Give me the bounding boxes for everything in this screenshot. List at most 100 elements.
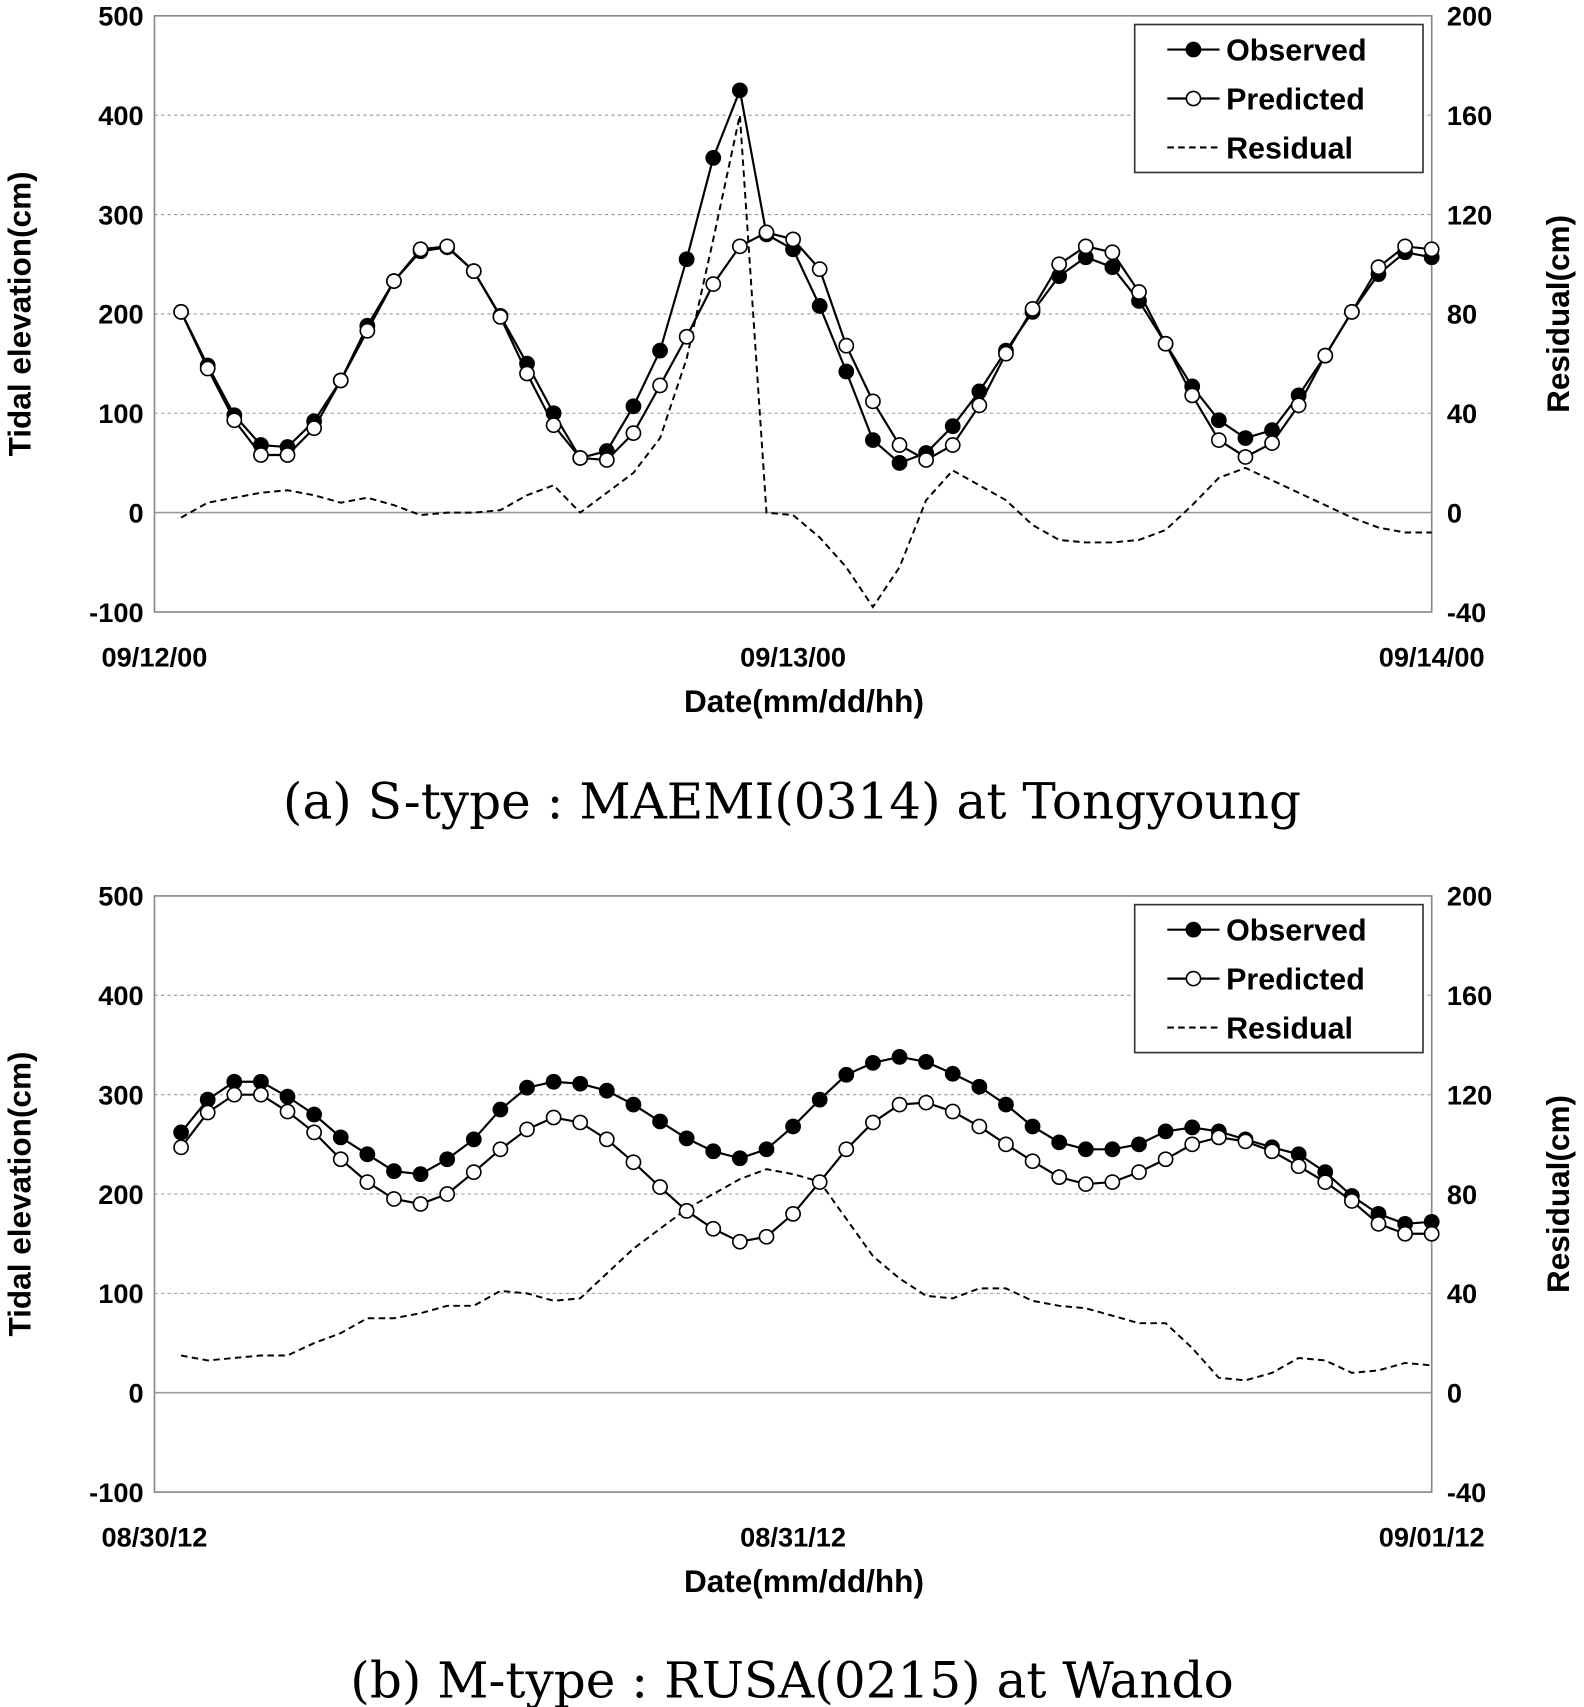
data-point-predicted (891, 1096, 908, 1113)
legend-label: Predicted (1226, 962, 1365, 996)
y2-tick-label: 80 (1447, 299, 1477, 330)
data-point-predicted (705, 276, 722, 292)
data-point-predicted (838, 337, 855, 354)
data-point-predicted (1157, 335, 1174, 352)
y-tick-label: 300 (98, 199, 143, 230)
data-point-predicted (1290, 1158, 1307, 1175)
data-point-observed (785, 1118, 801, 1135)
data-point-predicted (1104, 244, 1121, 261)
data-point-observed (439, 1151, 456, 1168)
data-point-predicted (412, 241, 429, 258)
data-point-observed (811, 1091, 828, 1108)
data-point-observed (971, 1078, 988, 1095)
legend: Observed Predicted Residual (1133, 903, 1424, 1054)
legend-label: Residual (1226, 1011, 1353, 1045)
y-tick-label: 500 (98, 881, 143, 912)
data-point-observed (731, 82, 748, 99)
data-point-predicted (465, 1164, 482, 1181)
data-point-predicted (1184, 1136, 1201, 1153)
data-point-predicted (625, 1154, 642, 1171)
data-point-observed (625, 1096, 642, 1113)
data-point-predicted (891, 437, 908, 453)
data-point-observed (1051, 1134, 1068, 1151)
data-point-observed (1184, 1119, 1201, 1136)
series-line-predicted (180, 1093, 1432, 1243)
caption-a: (a) S-type : MAEMI(0314) at Tongyoung (283, 773, 1301, 831)
y-axis-label: Tidal elevation(cm) (1, 171, 37, 456)
y2-tick-label: 200 (1447, 881, 1492, 912)
y2-tick-label: -40 (1447, 597, 1486, 628)
data-point-predicted (811, 1174, 828, 1190)
data-point-predicted (731, 238, 748, 255)
data-point-predicted (1237, 1133, 1254, 1150)
data-point-observed (519, 1079, 535, 1096)
y-tick-label: -100 (89, 1477, 143, 1508)
data-point-predicted (1264, 435, 1280, 451)
data-point-predicted (173, 1139, 189, 1156)
data-point-observed (173, 1124, 189, 1141)
y-axis-label: Tidal elevation(cm) (1, 1052, 37, 1337)
legend-marker (1185, 970, 1202, 987)
data-point-predicted (173, 304, 189, 320)
data-point-observed (1104, 259, 1121, 276)
data-point-predicted (785, 231, 801, 248)
legend-label: Observed (1226, 914, 1367, 948)
data-point-predicted (918, 1094, 935, 1111)
x-axis-label: Date(mm/dd/hh) (684, 683, 924, 719)
data-point-predicted (359, 322, 376, 339)
data-point-observed (1210, 412, 1227, 429)
data-point-observed (253, 1073, 269, 1090)
data-point-predicted (572, 1114, 589, 1131)
data-point-predicted (1024, 1153, 1041, 1170)
data-point-observed (545, 1073, 562, 1090)
data-point-predicted (1423, 241, 1440, 258)
data-point-predicted (412, 1196, 429, 1212)
data-point-predicted (279, 1103, 296, 1120)
data-point-observed (1131, 1136, 1147, 1153)
data-point-predicted (359, 1174, 376, 1190)
data-point-predicted (1343, 304, 1360, 320)
y2-tick-label: 0 (1447, 1378, 1462, 1409)
data-point-predicted (998, 345, 1014, 362)
data-point-observed (838, 363, 855, 380)
data-point-observed (731, 1150, 748, 1167)
data-point-observed (1237, 430, 1254, 446)
data-point-predicted (731, 1233, 748, 1250)
data-point-observed (359, 1146, 376, 1163)
data-point-predicted (1397, 1225, 1413, 1242)
data-point-predicted (492, 1141, 509, 1158)
y2-axis-label: Residual(cm) (1540, 215, 1576, 413)
x-tick-label: 09/01/12 (1379, 1522, 1485, 1553)
data-point-observed (918, 1053, 935, 1070)
series-line-residual (180, 114, 1432, 609)
data-point-predicted (306, 1124, 323, 1141)
y-tick-label: 400 (98, 980, 143, 1011)
y2-tick-label: 40 (1447, 398, 1477, 429)
data-point-predicted (545, 1109, 562, 1126)
y-tick-label: 100 (98, 398, 143, 429)
data-point-predicted (598, 1131, 615, 1148)
data-point-observed (1077, 1141, 1094, 1158)
data-point-predicted (1317, 347, 1334, 364)
y2-tick-label: 160 (1447, 980, 1492, 1011)
x-tick-label: 09/14/00 (1379, 641, 1485, 672)
data-point-observed (412, 1166, 429, 1183)
data-point-observed (865, 1054, 881, 1071)
data-point-predicted (971, 397, 988, 414)
data-point-predicted (1317, 1174, 1334, 1190)
data-point-predicted (1210, 432, 1227, 448)
data-point-observed (678, 251, 695, 268)
plot-area (153, 14, 1433, 613)
data-point-predicted (811, 261, 828, 278)
data-point-predicted (944, 1103, 961, 1120)
y2-axis-label: Residual(cm) (1540, 1095, 1576, 1293)
data-point-predicted (306, 420, 323, 437)
data-point-predicted (1131, 284, 1147, 300)
data-point-observed (678, 1130, 695, 1147)
data-point-predicted (758, 1228, 775, 1245)
data-point-predicted (1264, 1143, 1280, 1160)
data-point-predicted (598, 452, 615, 468)
data-point-predicted (386, 1191, 402, 1207)
legend-label: Predicted (1226, 82, 1365, 116)
